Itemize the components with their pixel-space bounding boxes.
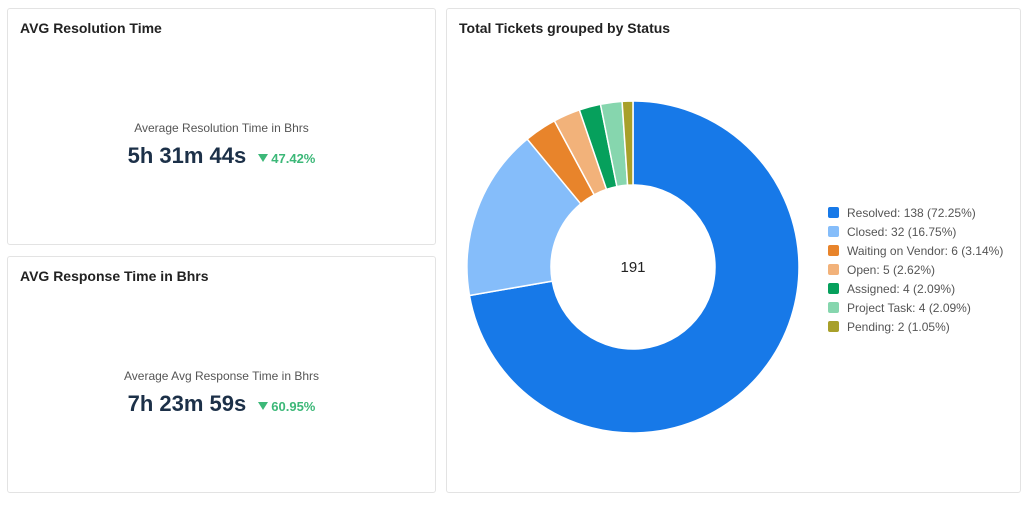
legend-label: Pending: 2 (1.05%) (847, 319, 950, 334)
legend-swatch (828, 302, 839, 313)
legend-swatch (828, 226, 839, 237)
metric-value: 5h 31m 44s (127, 143, 247, 168)
donut-center-label: 191 (620, 259, 645, 276)
metric-block: Average Avg Response Time in Bhrs 7h 23m… (8, 369, 435, 417)
legend-label: Project Task: 4 (2.09%) (847, 300, 971, 315)
metric-change-value: 60.95% (271, 399, 316, 414)
card-title: AVG Resolution Time (20, 20, 162, 36)
legend-item-pending[interactable]: Pending: 2 (1.05%) (828, 317, 1003, 336)
donut-slice-closed[interactable] (466, 138, 582, 297)
legend-swatch (828, 264, 839, 275)
donut-slice-pending[interactable] (621, 100, 634, 186)
card-title: AVG Response Time in Bhrs (20, 268, 209, 284)
metric-label: Average Avg Response Time in Bhrs (124, 369, 319, 383)
resolution-time-card: AVG Resolution Time Average Resolution T… (7, 8, 436, 245)
legend-item-waiting-on-vendor[interactable]: Waiting on Vendor: 6 (3.14%) (828, 241, 1003, 260)
legend-swatch (828, 245, 839, 256)
legend-swatch (828, 321, 839, 332)
chart-title: Total Tickets grouped by Status (459, 20, 671, 36)
donut-chart: 191 (466, 100, 800, 434)
legend-item-resolved[interactable]: Resolved: 138 (72.25%) (828, 203, 1003, 222)
legend-label: Assigned: 4 (2.09%) (847, 281, 956, 296)
legend-item-open[interactable]: Open: 5 (2.62%) (828, 260, 1003, 279)
metric-row: 5h 31m 44s 47.42% (8, 143, 435, 169)
metric-row: 7h 23m 59s 60.95% (8, 391, 435, 417)
metric-change: 60.95% (258, 399, 315, 414)
legend-label: Closed: 32 (16.75%) (847, 224, 957, 239)
metric-block: Average Resolution Time in Bhrs 5h 31m 4… (8, 121, 435, 169)
metric-label: Average Resolution Time in Bhrs (134, 121, 309, 135)
legend-label: Waiting on Vendor: 6 (3.14%) (847, 243, 1004, 258)
triangle-down-icon (258, 402, 269, 410)
legend-item-project-task[interactable]: Project Task: 4 (2.09%) (828, 298, 1003, 317)
tickets-by-status-card: Total Tickets grouped by Status 191 Reso… (446, 8, 1021, 493)
legend-swatch (828, 207, 839, 218)
donut-slice-resolved[interactable] (468, 100, 800, 434)
legend-item-assigned[interactable]: Assigned: 4 (2.09%) (828, 279, 1003, 298)
chart-legend: Resolved: 138 (72.25%) Closed: 32 (16.75%… (828, 203, 1003, 336)
legend-label: Open: 5 (2.62%) (847, 262, 936, 277)
legend-swatch (828, 283, 839, 294)
metric-change-value: 47.42% (271, 151, 316, 166)
response-time-card: AVG Response Time in Bhrs Average Avg Re… (7, 256, 436, 493)
triangle-down-icon (258, 154, 269, 162)
metric-value: 7h 23m 59s (127, 391, 247, 416)
legend-label: Resolved: 138 (72.25%) (847, 205, 976, 220)
metric-change: 47.42% (258, 151, 315, 166)
legend-item-closed[interactable]: Closed: 32 (16.75%) (828, 222, 1003, 241)
